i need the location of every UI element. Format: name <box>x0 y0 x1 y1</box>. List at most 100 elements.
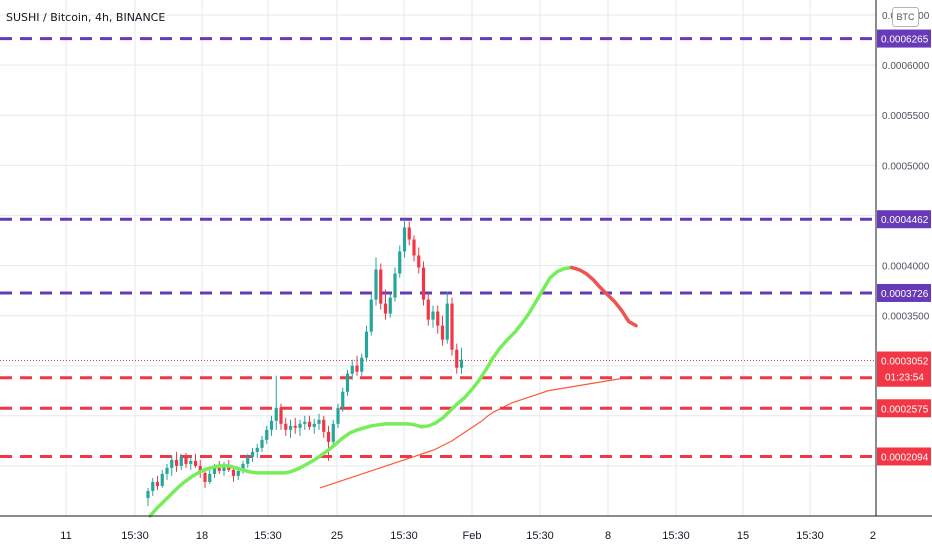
y-tick-label: 0.0006000 <box>882 61 930 72</box>
candle-body <box>255 447 259 452</box>
candle-body <box>355 365 359 372</box>
candle-body <box>260 439 264 448</box>
candle-body <box>459 359 464 368</box>
y-tick-label: 0.0005000 <box>882 161 930 172</box>
candle-body <box>284 423 288 430</box>
currency-button[interactable]: BTC <box>892 7 919 27</box>
x-tick-label: 25 <box>331 530 343 542</box>
x-tick-label: 15 <box>737 530 749 542</box>
level-label: 0.0006265 <box>881 35 929 46</box>
candle-body <box>274 407 278 421</box>
candle-body <box>360 357 364 372</box>
candle-body <box>388 297 392 314</box>
x-tick-label: 15:30 <box>796 530 824 542</box>
x-tick-label: 15:30 <box>526 530 554 542</box>
level-tag[interactable] <box>877 447 931 466</box>
candle-body <box>374 269 378 300</box>
level-label: 0.0002575 <box>881 404 929 415</box>
x-tick-label: Feb <box>463 530 482 542</box>
last-price-label: 0.0003052 <box>881 356 929 367</box>
chart-title: SUSHI / Bitcoin, 4h, BINANCE <box>6 11 166 24</box>
candle-body <box>193 460 198 466</box>
level-tag[interactable] <box>877 399 931 418</box>
candle-body <box>241 463 245 471</box>
candle-body <box>450 303 454 350</box>
candle-body <box>174 459 179 466</box>
x-tick-label: 15:30 <box>121 530 149 542</box>
x-tick-label: 18 <box>196 530 208 542</box>
x-tick-label: 15:30 <box>390 530 418 542</box>
candle-body <box>445 303 449 340</box>
candle-body <box>293 425 297 428</box>
candle-body <box>189 460 193 464</box>
level-tag[interactable] <box>877 29 931 48</box>
candle-body <box>269 420 274 430</box>
candle-body <box>279 407 283 424</box>
candle-body <box>231 469 236 476</box>
candle-body <box>421 267 426 300</box>
candle-body <box>326 431 331 442</box>
candle-body <box>165 467 169 474</box>
candle-body <box>208 473 212 482</box>
candle-body <box>170 459 174 468</box>
candle-body <box>398 251 402 274</box>
candle-body <box>436 311 440 326</box>
candle-body <box>383 303 388 314</box>
candle-body <box>317 419 321 424</box>
candle-body <box>393 273 397 298</box>
countdown-label: 01:23:54 <box>885 372 924 383</box>
candle-body <box>336 407 340 424</box>
slow-moving-average-line <box>319 376 633 489</box>
candle-body <box>212 467 217 474</box>
candle-body <box>222 464 226 471</box>
candle-body <box>412 239 416 256</box>
candle-body <box>246 456 250 464</box>
candle-body <box>312 423 316 427</box>
candle-body <box>155 481 160 486</box>
candle-body <box>151 481 155 491</box>
candle-body <box>341 391 345 408</box>
x-tick-label: 8 <box>605 530 611 542</box>
candle-body <box>146 490 150 498</box>
level-tag[interactable] <box>877 283 931 302</box>
candle-body <box>426 299 430 320</box>
candle-body <box>179 456 183 466</box>
candle-body <box>379 269 383 304</box>
x-tick-label: 11 <box>60 530 71 542</box>
candle-body <box>288 425 293 430</box>
candle-body <box>265 429 269 440</box>
y-tick-label: 0.0004000 <box>882 262 930 273</box>
candle-body <box>303 421 307 424</box>
level-tag[interactable] <box>877 210 931 229</box>
candle-body <box>345 373 350 392</box>
x-tick-label: 15:30 <box>662 530 690 542</box>
ema-line-falling <box>569 265 638 328</box>
candle-body <box>160 473 164 486</box>
level-label: 0.0002094 <box>881 452 929 463</box>
level-label: 0.0004462 <box>881 215 929 226</box>
y-tick-label: 0.0003500 <box>882 312 930 323</box>
last-price-tag[interactable] <box>877 351 931 386</box>
ema-line-rising <box>148 265 574 518</box>
candle-body <box>402 227 407 252</box>
candle-body <box>198 465 202 473</box>
candle-body <box>455 349 459 368</box>
candle-body <box>440 325 445 340</box>
candle-body <box>236 470 240 476</box>
y-tick-label: 0.0005500 <box>882 111 930 122</box>
candle-body <box>322 419 326 432</box>
candle-body <box>184 456 188 464</box>
candle-body <box>298 423 302 428</box>
candle-body <box>369 299 373 332</box>
candle-body <box>250 451 255 457</box>
candle-body <box>431 311 435 320</box>
candle-body <box>407 227 411 240</box>
candle-body <box>203 472 207 482</box>
price-axis[interactable] <box>876 0 932 550</box>
candle-body <box>307 421 312 427</box>
candle-body <box>217 467 221 471</box>
candle-body <box>417 255 421 268</box>
level-label: 0.0003726 <box>881 289 929 300</box>
